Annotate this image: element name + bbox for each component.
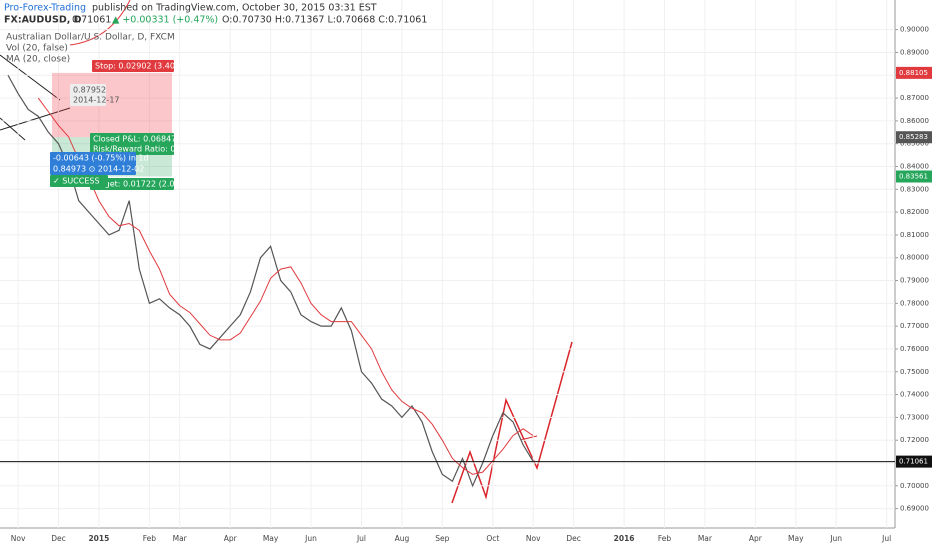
- point-date: 2014-12-17: [73, 96, 120, 105]
- move-label-box: [50, 152, 136, 164]
- y-tick-label: 0.73000: [900, 413, 929, 421]
- x-tick-label: Apr: [224, 534, 238, 543]
- move-detail: 0.84973 ⊙ 2014-12-02: [53, 165, 144, 174]
- price-marker-label: 0.71061: [899, 458, 928, 466]
- x-tick-label: Sep: [435, 534, 449, 543]
- price-marker-label: 0.85283: [899, 133, 928, 141]
- y-tick-label: 0.86000: [900, 117, 929, 125]
- move-label: -0.00643 (-0.75%) in 1d: [53, 154, 149, 163]
- result-label-box: [50, 175, 108, 187]
- y-tick-label: 0.74000: [900, 391, 929, 399]
- publisher: Pro-Forex-Trading: [4, 3, 86, 14]
- y-tick-label: 0.90000: [900, 26, 929, 34]
- y-tick-label: 0.80000: [900, 254, 929, 262]
- projection: [451, 341, 573, 504]
- symbol: FX:AUDUSD, D: [4, 15, 82, 26]
- channel-line: [0, 117, 26, 141]
- result-label: ✓ SUCCESS: [53, 177, 100, 186]
- x-tick-label: Nov: [11, 534, 26, 543]
- indicator: Vol (20, false): [6, 44, 68, 54]
- y-tick-label: 0.79000: [900, 277, 929, 285]
- change: ▲ +0.00331 (+0.47%): [112, 15, 218, 26]
- stop-label: Stop: 0.02902 (3.40%): [95, 62, 186, 71]
- x-tick-label: May: [263, 534, 279, 543]
- x-tick-label: Aug: [395, 534, 410, 543]
- chart-title: Australian Dollar/U.S. Dollar, D, FXCM: [6, 33, 175, 43]
- price-line: [7, 74, 534, 488]
- x-tick-label: Jul: [356, 534, 366, 543]
- x-tick-label: Nov: [526, 534, 541, 543]
- pnl-label-box: [90, 133, 174, 145]
- y-tick-label: 0.83000: [900, 185, 929, 193]
- pnl-label: Closed P&L: 0.06847: [93, 135, 176, 144]
- ma-line: [37, 97, 534, 475]
- arc-drawing: [69, 0, 131, 46]
- y-tick-label: 0.87000: [900, 94, 929, 102]
- x-tick-label: Mar: [173, 534, 188, 543]
- price-marker: [896, 170, 932, 183]
- y-tick-label: 0.72000: [900, 436, 929, 444]
- y-tick-label: 0.70000: [900, 482, 929, 490]
- ohlc: O:0.70730 H:0.71367 L:0.70668 C:0.71061: [222, 15, 427, 26]
- move-detail-box: [50, 163, 136, 175]
- point-date-box: [70, 94, 106, 106]
- y-tick-label: 0.78000: [900, 299, 929, 307]
- point-label: 0.87952: [73, 86, 106, 95]
- y-tick-label: 0.69000: [900, 505, 929, 513]
- y-tick-label: 0.82000: [900, 208, 929, 216]
- legend-entry: MA (20, close): [6, 55, 70, 65]
- price-marker: [896, 66, 932, 79]
- y-tick-label: 0.77000: [900, 322, 929, 330]
- projection: [519, 435, 538, 441]
- stop-label-box: [92, 60, 174, 72]
- y-tick-label: 0.76000: [900, 345, 929, 353]
- x-tick-label: Jun: [829, 534, 842, 543]
- x-tick-label: Dec: [51, 534, 66, 543]
- x-tick-label: Jun: [304, 534, 317, 543]
- y-tick-label: 0.81000: [900, 231, 929, 239]
- y-tick-label: 0.89000: [900, 48, 929, 56]
- target-label-box: [90, 178, 174, 190]
- price-marker: [896, 131, 932, 144]
- channel-line: [0, 54, 61, 101]
- x-tick-label: May: [788, 534, 804, 543]
- ratio-label: Risk/Reward Ratio: 0.59: [93, 145, 188, 154]
- x-tick-label: Apr: [749, 534, 763, 543]
- price-marker: [896, 455, 932, 468]
- point-label-box: [70, 84, 106, 96]
- x-tick-label: Feb: [658, 534, 672, 543]
- y-tick-label: 0.75000: [900, 368, 929, 376]
- x-tick-label: Jul: [881, 534, 891, 543]
- published: published on TradingView.com, October 30…: [92, 3, 377, 14]
- target-label: Target: 0.01722 (2.02%): [92, 180, 190, 189]
- y-tick-label: 0.85000: [900, 140, 929, 148]
- price-marker-label: 0.88105: [899, 69, 928, 77]
- x-tick-label: 2016: [614, 534, 635, 543]
- x-tick-label: Oct: [486, 534, 499, 543]
- x-tick-label: 2015: [88, 534, 109, 543]
- x-tick-label: Dec: [566, 534, 581, 543]
- y-tick-label: 0.84000: [900, 162, 929, 170]
- x-tick-label: Feb: [143, 534, 157, 543]
- last: 0.71061: [72, 15, 111, 26]
- x-tick-label: Mar: [698, 534, 713, 543]
- price-marker-label: 0.83561: [899, 173, 928, 181]
- stop-zone: [52, 72, 172, 138]
